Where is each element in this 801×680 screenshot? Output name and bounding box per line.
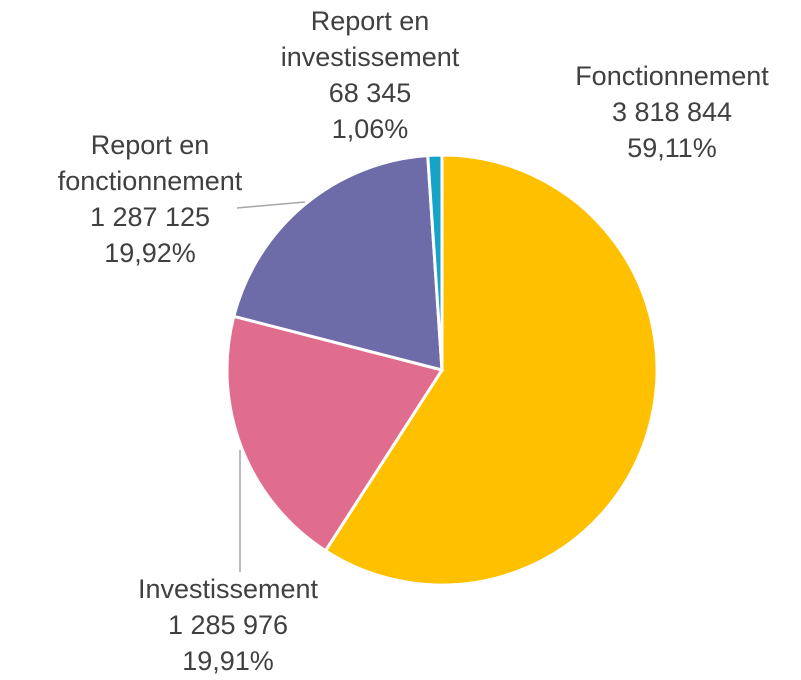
category-name: Report en investissement [280, 6, 460, 72]
percent-label: 19,91% [182, 646, 274, 676]
data-label: Fonctionnement 3 818 844 59,11% [542, 58, 801, 166]
value-label: 1 285 976 [167, 610, 289, 640]
value-label: 3 818 844 [611, 97, 733, 127]
percent-label: 1,06% [331, 114, 409, 144]
slices [225, 153, 659, 587]
category-name: Report en fonctionnement [57, 130, 243, 196]
percent-label: 59,11% [627, 133, 717, 163]
data-label: Report en investissement 68 345 1,06% [240, 3, 500, 147]
slice [225, 314, 445, 553]
slice [426, 153, 444, 371]
percent-label: 19,92% [104, 238, 196, 268]
leader-line [236, 201, 306, 209]
value-label: 68 345 [328, 78, 412, 108]
data-label: Investissement 1 285 976 19,91% [98, 571, 358, 679]
category-name: Investissement [137, 574, 319, 604]
data-label: Report en fonctionnement 1 287 125 19,92% [20, 127, 280, 271]
category-name: Fonctionnement [575, 61, 769, 91]
value-label: 1 287 125 [89, 202, 211, 232]
slice [323, 153, 659, 587]
slice [231, 153, 444, 372]
